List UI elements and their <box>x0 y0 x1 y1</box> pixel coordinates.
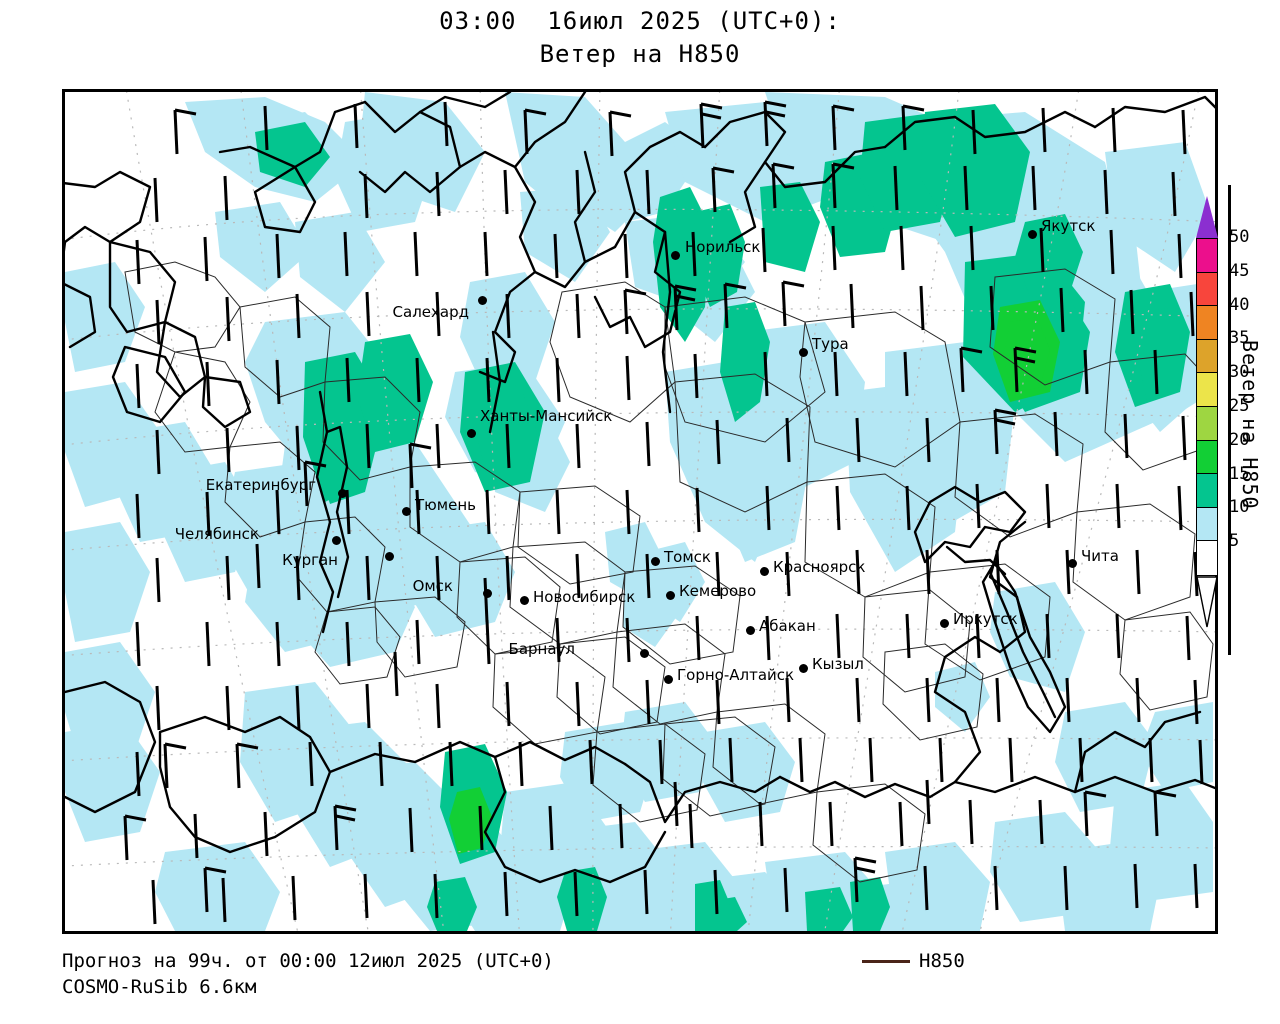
h850-line-swatch <box>862 959 910 963</box>
city-marker[interactable] <box>385 552 394 561</box>
colorbar-cell-0 <box>1197 239 1217 273</box>
colorbar-tick-15: 15 <box>1229 463 1250 484</box>
city-label: Тура <box>812 335 849 353</box>
colorbar-cells <box>1196 238 1218 576</box>
colorbar-cell-4 <box>1197 373 1217 407</box>
city-marker[interactable] <box>664 675 673 684</box>
city-marker[interactable] <box>940 619 949 628</box>
city-label: Екатеринбург <box>205 476 316 494</box>
colorbar-title: Ветер на H850 <box>1238 340 1262 510</box>
city-marker[interactable] <box>760 567 769 576</box>
graticule <box>65 92 1215 931</box>
city-label: Иркутск <box>953 610 1018 628</box>
title-line-2: Ветер на H850 <box>539 40 741 68</box>
colorbar-tick-40: 40 <box>1229 294 1250 315</box>
title-line-1: 03:00 16июл 2025 (UTC+0): <box>439 7 841 35</box>
colorbar-cell-6 <box>1197 440 1217 475</box>
city-marker[interactable] <box>651 557 660 566</box>
city-label: Новосибирск <box>533 588 636 606</box>
colorbar-tick-labels: 50 45 40 35 30 25 20 15 10 5 <box>1223 196 1280 646</box>
city-marker[interactable] <box>338 489 347 498</box>
city-marker[interactable] <box>640 649 649 658</box>
city-marker[interactable] <box>402 507 411 516</box>
city-marker[interactable] <box>478 296 487 305</box>
city-label: Омск <box>412 577 453 595</box>
colorbar-cell-2 <box>1197 306 1217 340</box>
city-marker[interactable] <box>1028 230 1037 239</box>
city-marker[interactable] <box>666 591 675 600</box>
city-label: Курган <box>282 551 338 569</box>
weather-map[interactable]: Якутск Норильск Салехард Тура Ханты-Мансийск… <box>62 89 1218 934</box>
city-label: Норильск <box>685 238 761 256</box>
city-marker[interactable] <box>467 429 476 438</box>
city-label: Кызыл <box>812 655 864 673</box>
city-label: Абакан <box>759 617 816 635</box>
city-label: Тюмень <box>415 496 476 514</box>
colorbar-cell-9 <box>1197 541 1217 575</box>
colorbar-cell-3 <box>1197 339 1217 374</box>
contour-legend: H850 <box>862 948 965 974</box>
city-label: Барнаул <box>508 640 575 658</box>
city-label: Челябинск <box>174 525 259 543</box>
colorbar-axis-line <box>1228 185 1231 655</box>
colorbar-tick-10: 10 <box>1229 497 1250 518</box>
colorbar-tick-35: 35 <box>1229 328 1250 349</box>
colorbar-cell-1 <box>1197 272 1217 307</box>
city-label: Чита <box>1081 547 1119 565</box>
administrative-borders <box>124 261 1214 883</box>
city-marker[interactable] <box>671 251 680 260</box>
city-marker[interactable] <box>799 664 808 673</box>
colorbar-tick-25: 25 <box>1229 396 1250 416</box>
city-label: Красноярск <box>773 558 866 576</box>
colorbar[interactable]: 50 45 40 35 30 25 20 15 10 5 <box>1193 196 1249 646</box>
city-marker[interactable] <box>520 596 529 605</box>
page-title: 03:00 16июл 2025 (UTC+0): Ветер на H850 <box>0 6 1280 69</box>
wind-barb-field <box>123 100 1204 925</box>
map-canvas <box>65 92 1215 931</box>
forecast-info: Прогноз на 99ч. от 00:00 12июл 2025 (UTC… <box>62 950 554 972</box>
colorbar-tick-5: 5 <box>1229 531 1240 552</box>
city-label: Горно-Алтайск <box>677 666 795 684</box>
city-marker[interactable] <box>332 536 341 545</box>
colorbar-cell-5 <box>1197 406 1217 441</box>
colorbar-under-arrow <box>1196 576 1218 628</box>
city-label: Якутск <box>1041 217 1096 235</box>
colorbar-tick-20: 20 <box>1229 429 1250 450</box>
colorbar-cell-8 <box>1197 507 1217 542</box>
city-marker[interactable] <box>746 626 755 635</box>
colorbar-cell-7 <box>1197 474 1217 508</box>
city-marker[interactable] <box>483 589 492 598</box>
colorbar-tick-45: 45 <box>1229 260 1250 281</box>
coastline <box>65 92 1215 884</box>
colorbar-over-arrow <box>1196 196 1218 238</box>
city-marker[interactable] <box>799 348 808 357</box>
h850-legend-label: H850 <box>919 950 965 972</box>
colorbar-tick-30: 30 <box>1229 362 1250 383</box>
colorbar-tick-50: 50 <box>1229 227 1250 247</box>
city-marker[interactable] <box>1068 559 1077 568</box>
model-info: COSMO-RuSib 6.6км <box>62 976 257 998</box>
footer: Прогноз на 99ч. от 00:00 12июл 2025 (UTC… <box>62 948 1222 1018</box>
city-label: Салехард <box>392 303 469 321</box>
city-label: Ханты-Мансийск <box>480 407 613 425</box>
city-label: Томск <box>664 548 711 566</box>
city-label: Кемерово <box>679 582 757 600</box>
city-layer: Якутск Норильск Салехард Тура Ханты-Мансийск… <box>65 92 1215 931</box>
